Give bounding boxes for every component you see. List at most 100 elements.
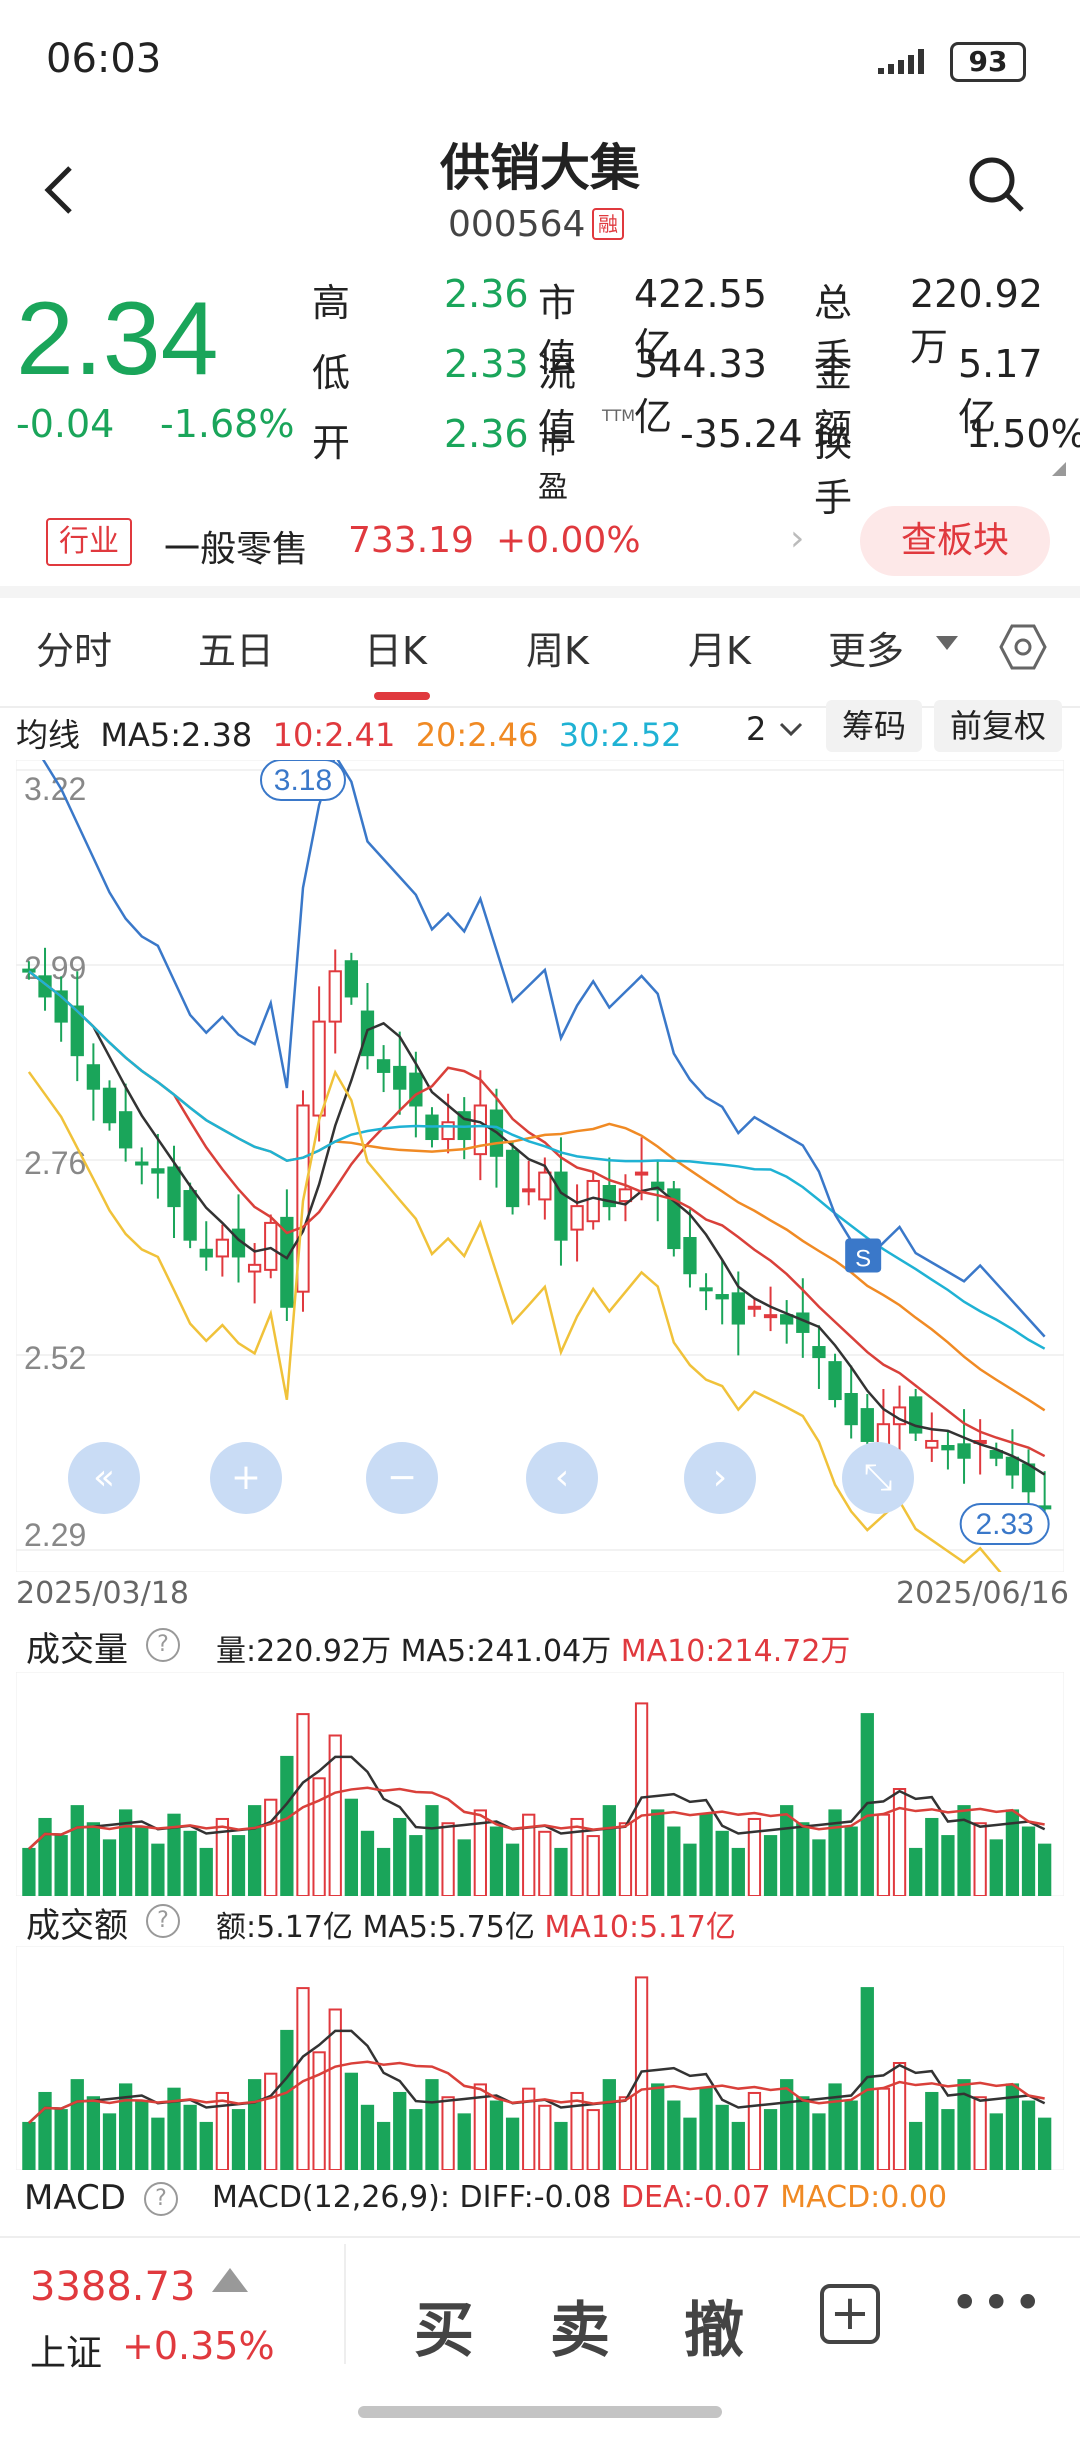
volume-bar xyxy=(1038,1843,1052,1896)
help-icon[interactable]: ? xyxy=(144,2182,178,2216)
volume-bar xyxy=(183,2104,197,2170)
volume-bar xyxy=(618,2096,633,2170)
quote-value: 2.36 xyxy=(444,412,529,456)
volume-bar xyxy=(667,1826,681,1896)
volume-bar xyxy=(1021,1826,1036,1896)
expand-up-icon[interactable] xyxy=(212,2268,248,2292)
low-label-box xyxy=(959,1503,1050,1545)
fullscreen-button[interactable]: ⤡ xyxy=(842,1442,914,1514)
volume-bar xyxy=(683,1843,697,1896)
volume-bar xyxy=(54,2109,68,2170)
volume-bar xyxy=(715,1830,729,1896)
volume-bar xyxy=(909,1847,923,1896)
candle-body xyxy=(199,1248,213,1258)
candle-body xyxy=(183,1190,197,1241)
battery-icon: 93 xyxy=(950,42,1026,82)
dropdown-icon[interactable] xyxy=(936,636,958,650)
view-sector-button[interactable]: 查板块 xyxy=(860,506,1050,576)
price-adjust-button[interactable]: 前复权 xyxy=(934,700,1062,752)
candle-body xyxy=(473,1104,487,1156)
volume-bar xyxy=(909,2121,923,2170)
cancel-order-button[interactable]: 撤 xyxy=(684,2296,744,2366)
search-icon[interactable] xyxy=(966,154,1026,214)
candle-body xyxy=(909,1396,923,1434)
industry-name[interactable]: 一般零售 xyxy=(164,529,309,570)
tab-monthly-k[interactable]: 月K xyxy=(688,629,751,673)
volume-bar xyxy=(973,1822,987,1896)
help-icon[interactable]: ? xyxy=(146,1904,180,1938)
amount-ma5: MA5:5.75亿 xyxy=(362,1910,535,1945)
low-price-label: 2.33 xyxy=(975,1508,1033,1541)
volume-bar xyxy=(135,1826,149,1896)
tab-intraday[interactable]: 分时 xyxy=(36,629,113,673)
divider xyxy=(0,706,1080,708)
stock-name: 供销大集 xyxy=(440,139,640,197)
quote-label: 市盈 xyxy=(538,426,568,505)
current-price: 2.34 xyxy=(16,281,219,397)
buy-button[interactable]: 买 xyxy=(414,2296,474,2366)
sell-button[interactable]: 卖 xyxy=(550,2296,610,2366)
volume-bar xyxy=(376,2121,391,2170)
fast-back-button[interactable]: « xyxy=(68,1442,140,1514)
price-change-pct: -1.68% xyxy=(160,402,295,446)
scroll-left-button[interactable]: ‹ xyxy=(526,1442,598,1514)
candlestick-chart[interactable]: 3.22 2.99 2.76 2.52 2.29 3.18 2.33 S xyxy=(16,760,1064,1572)
ma10-line xyxy=(28,2060,1045,2124)
volume-bar xyxy=(651,2083,665,2170)
volume-bar xyxy=(715,2104,729,2170)
quote-label: 流值 xyxy=(538,351,577,450)
volume-bar xyxy=(860,1713,874,1896)
scroll-right-button[interactable]: › xyxy=(684,1442,756,1514)
signal-marker xyxy=(845,1238,882,1273)
ma-period-select[interactable]: 2 xyxy=(746,710,805,748)
volume-bar xyxy=(699,2087,713,2170)
volume-bar xyxy=(264,2072,278,2170)
ma-period-value: 2 xyxy=(746,710,767,748)
volume-bar xyxy=(941,2109,955,2170)
candle-body xyxy=(505,1149,520,1208)
volume-bar xyxy=(860,1987,874,2170)
macd-params: MACD(12,26,9): xyxy=(212,2180,450,2215)
chevron-right-icon[interactable]: › xyxy=(790,518,805,559)
candle-body xyxy=(376,1059,391,1073)
volume-bar xyxy=(328,1734,342,1896)
chip-distribution-button[interactable]: 筹码 xyxy=(826,700,922,752)
more-menu-icon[interactable]: ••• xyxy=(950,2274,1045,2332)
volume-bar xyxy=(780,1805,794,1896)
volume-bar xyxy=(312,2051,326,2170)
volume-bar xyxy=(747,1817,762,1896)
zoom-out-button[interactable]: − xyxy=(366,1442,438,1514)
candle-body xyxy=(667,1188,681,1250)
candle-body xyxy=(715,1294,729,1300)
volume-bar xyxy=(780,2079,794,2170)
tab-five-day[interactable]: 五日 xyxy=(198,629,275,673)
candle-body xyxy=(264,1221,278,1271)
volume-bar xyxy=(151,2117,165,2170)
chevron-down-icon xyxy=(779,722,802,737)
index-name: 上证 xyxy=(30,2333,103,2374)
macd-value: MACD:0.00 xyxy=(780,2180,948,2215)
index-value[interactable]: 3388.73 xyxy=(30,2264,196,2310)
back-icon[interactable] xyxy=(40,160,80,220)
candle-body xyxy=(312,1020,326,1117)
volume-bar xyxy=(602,1805,616,1896)
add-watchlist-icon[interactable]: + xyxy=(820,2284,880,2344)
volume-bar xyxy=(344,1798,359,1896)
volume-bar xyxy=(925,2091,939,2170)
tab-more[interactable]: 更多 xyxy=(828,629,905,673)
volume-bar xyxy=(38,1817,52,1896)
help-icon[interactable]: ? xyxy=(146,1628,180,1662)
tab-weekly-k[interactable]: 周K xyxy=(526,629,589,673)
candle-body xyxy=(763,1314,778,1319)
zoom-in-button[interactable]: + xyxy=(210,1442,282,1514)
volume-bar xyxy=(683,2117,697,2170)
volume-bar xyxy=(731,2121,745,2170)
volume-ma10: MA10:214.72万 xyxy=(620,1634,851,1669)
tab-daily-k[interactable]: 日K xyxy=(364,629,427,673)
volume-bar xyxy=(151,1843,165,1896)
candle-body xyxy=(1005,1456,1020,1476)
volume-bar xyxy=(812,2113,826,2170)
settings-icon[interactable] xyxy=(998,622,1048,676)
candle-body xyxy=(1021,1463,1036,1493)
macd-title: MACD xyxy=(24,2178,126,2218)
